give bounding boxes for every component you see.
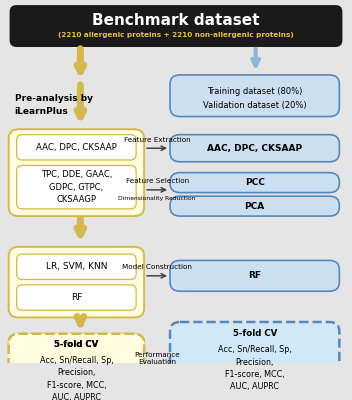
Text: Feature Extraction: Feature Extraction: [124, 137, 190, 143]
FancyBboxPatch shape: [11, 6, 341, 46]
FancyBboxPatch shape: [170, 260, 339, 291]
FancyBboxPatch shape: [17, 254, 136, 280]
FancyBboxPatch shape: [170, 173, 339, 192]
FancyBboxPatch shape: [17, 285, 136, 310]
FancyBboxPatch shape: [17, 166, 136, 209]
Text: PCA: PCA: [245, 202, 265, 211]
Text: (2210 allergenic proteins + 2210 non-allergenic proteins): (2210 allergenic proteins + 2210 non-all…: [58, 32, 294, 38]
Text: 5-fold CV: 5-fold CV: [54, 340, 99, 349]
Text: Model Construction: Model Construction: [122, 264, 192, 270]
Text: Benchmark dataset: Benchmark dataset: [92, 13, 260, 28]
FancyBboxPatch shape: [9, 334, 144, 400]
Text: PCC: PCC: [245, 178, 265, 187]
Text: 5-fold CV: 5-fold CV: [54, 340, 99, 349]
Text: RF: RF: [248, 271, 261, 280]
FancyBboxPatch shape: [9, 334, 144, 356]
FancyBboxPatch shape: [170, 322, 339, 400]
Text: RF: RF: [71, 293, 82, 302]
Text: Pre-analysis by
iLearnPlus: Pre-analysis by iLearnPlus: [15, 94, 93, 116]
FancyBboxPatch shape: [17, 135, 136, 160]
Text: Performance
Evaluation: Performance Evaluation: [134, 352, 180, 366]
Text: AAC, DPC, CKSAAP: AAC, DPC, CKSAAP: [207, 144, 302, 153]
Text: Dimensionality Reduction: Dimensionality Reduction: [118, 196, 196, 201]
FancyBboxPatch shape: [170, 196, 339, 216]
FancyBboxPatch shape: [170, 75, 339, 116]
Text: 5-fold CV: 5-fold CV: [233, 329, 277, 338]
FancyBboxPatch shape: [170, 135, 339, 162]
Text: LR, SVM, KNN: LR, SVM, KNN: [46, 262, 107, 271]
Text: Training dataset (80%): Training dataset (80%): [207, 87, 302, 96]
Text: Acc, Sn/Recall, Sp,
Precision,
F1-score, MCC,
AUC, AUPRC: Acc, Sn/Recall, Sp, Precision, F1-score,…: [39, 356, 113, 400]
FancyBboxPatch shape: [9, 247, 144, 318]
Text: Acc, Sn/Recall, Sp,
Precision,
F1-score, MCC,
AUC, AUPRC: Acc, Sn/Recall, Sp, Precision, F1-score,…: [218, 346, 291, 391]
Text: Feature Selection: Feature Selection: [126, 178, 189, 184]
Text: TPC, DDE, GAAC,
GDPC, GTPC,
CKSAAGP: TPC, DDE, GAAC, GDPC, GTPC, CKSAAGP: [41, 170, 112, 204]
FancyBboxPatch shape: [9, 129, 144, 216]
Text: Validation dataset (20%): Validation dataset (20%): [203, 101, 307, 110]
Text: AAC, DPC, CKSAAP: AAC, DPC, CKSAAP: [36, 143, 117, 152]
